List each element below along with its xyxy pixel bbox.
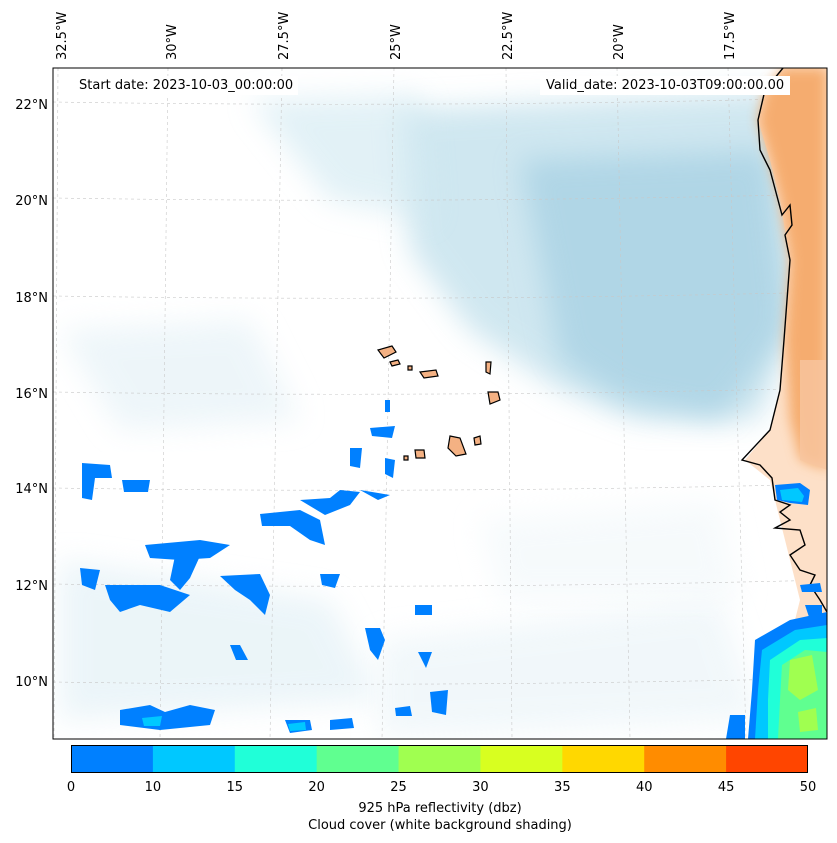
reflectivity-colorbar xyxy=(71,745,808,773)
colorbar-tick-label: 40 xyxy=(635,780,653,795)
lat-label: 18°N xyxy=(15,291,48,306)
colorbar-tick-label: 10 xyxy=(144,780,162,795)
lon-label: 22.5°W xyxy=(501,11,516,60)
colorbar-segment xyxy=(726,745,808,773)
colorbar-tick-label: 15 xyxy=(226,780,244,795)
lon-label: 17.5°W xyxy=(723,11,738,60)
lon-label: 30°W xyxy=(165,24,180,60)
colorbar-segment xyxy=(71,745,154,773)
lat-label: 12°N xyxy=(15,579,48,594)
valid-date-label: Valid_date: 2023-10-03T09:00:00.00 xyxy=(540,76,791,95)
africa-coastline xyxy=(740,68,827,613)
lon-label: 25°W xyxy=(389,24,404,60)
africa-landmass xyxy=(745,68,827,739)
colorbar-segment xyxy=(234,745,318,773)
colorbar-tick-label: 20 xyxy=(308,780,325,795)
lon-label: 20°W xyxy=(612,24,627,60)
colorbar-tick-label: 30 xyxy=(472,780,489,795)
lat-label: 14°N xyxy=(15,482,48,497)
colorbar-tick-label: 50 xyxy=(799,780,817,795)
lat-label: 16°N xyxy=(15,387,48,402)
colorbar-tick-label: 35 xyxy=(554,780,571,795)
colorbar-segment xyxy=(480,745,563,773)
lat-label: 22°N xyxy=(15,98,48,113)
colorbar-label-line2: Cloud cover (white background shading) xyxy=(308,818,572,833)
lon-label: 32.5°W xyxy=(55,11,70,60)
lon-label: 27.5°W xyxy=(277,11,292,60)
colorbar-tick-label: 0 xyxy=(66,780,76,795)
colorbar-segment xyxy=(398,745,481,773)
map-frame xyxy=(52,67,828,740)
reflectivity-high-patches xyxy=(142,488,827,739)
cape-verde-islands xyxy=(376,345,501,461)
colorbar-tick-label: 45 xyxy=(717,780,735,795)
map-gridlines xyxy=(53,68,827,739)
start-date-label: Start date: 2023-10-03_00:00:00 xyxy=(74,76,299,95)
colorbar-segment xyxy=(152,745,236,773)
colorbar-tick-label: 25 xyxy=(390,780,407,795)
cloud-cover-shading xyxy=(60,90,800,738)
colorbar-label-line1: 925 hPa reflectivity (dbz) xyxy=(358,801,522,816)
lat-label: 20°N xyxy=(15,194,48,209)
colorbar-segment xyxy=(316,745,400,773)
lat-label: 10°N xyxy=(15,675,48,690)
colorbar-segment xyxy=(644,745,727,773)
colorbar-segment xyxy=(562,745,645,773)
